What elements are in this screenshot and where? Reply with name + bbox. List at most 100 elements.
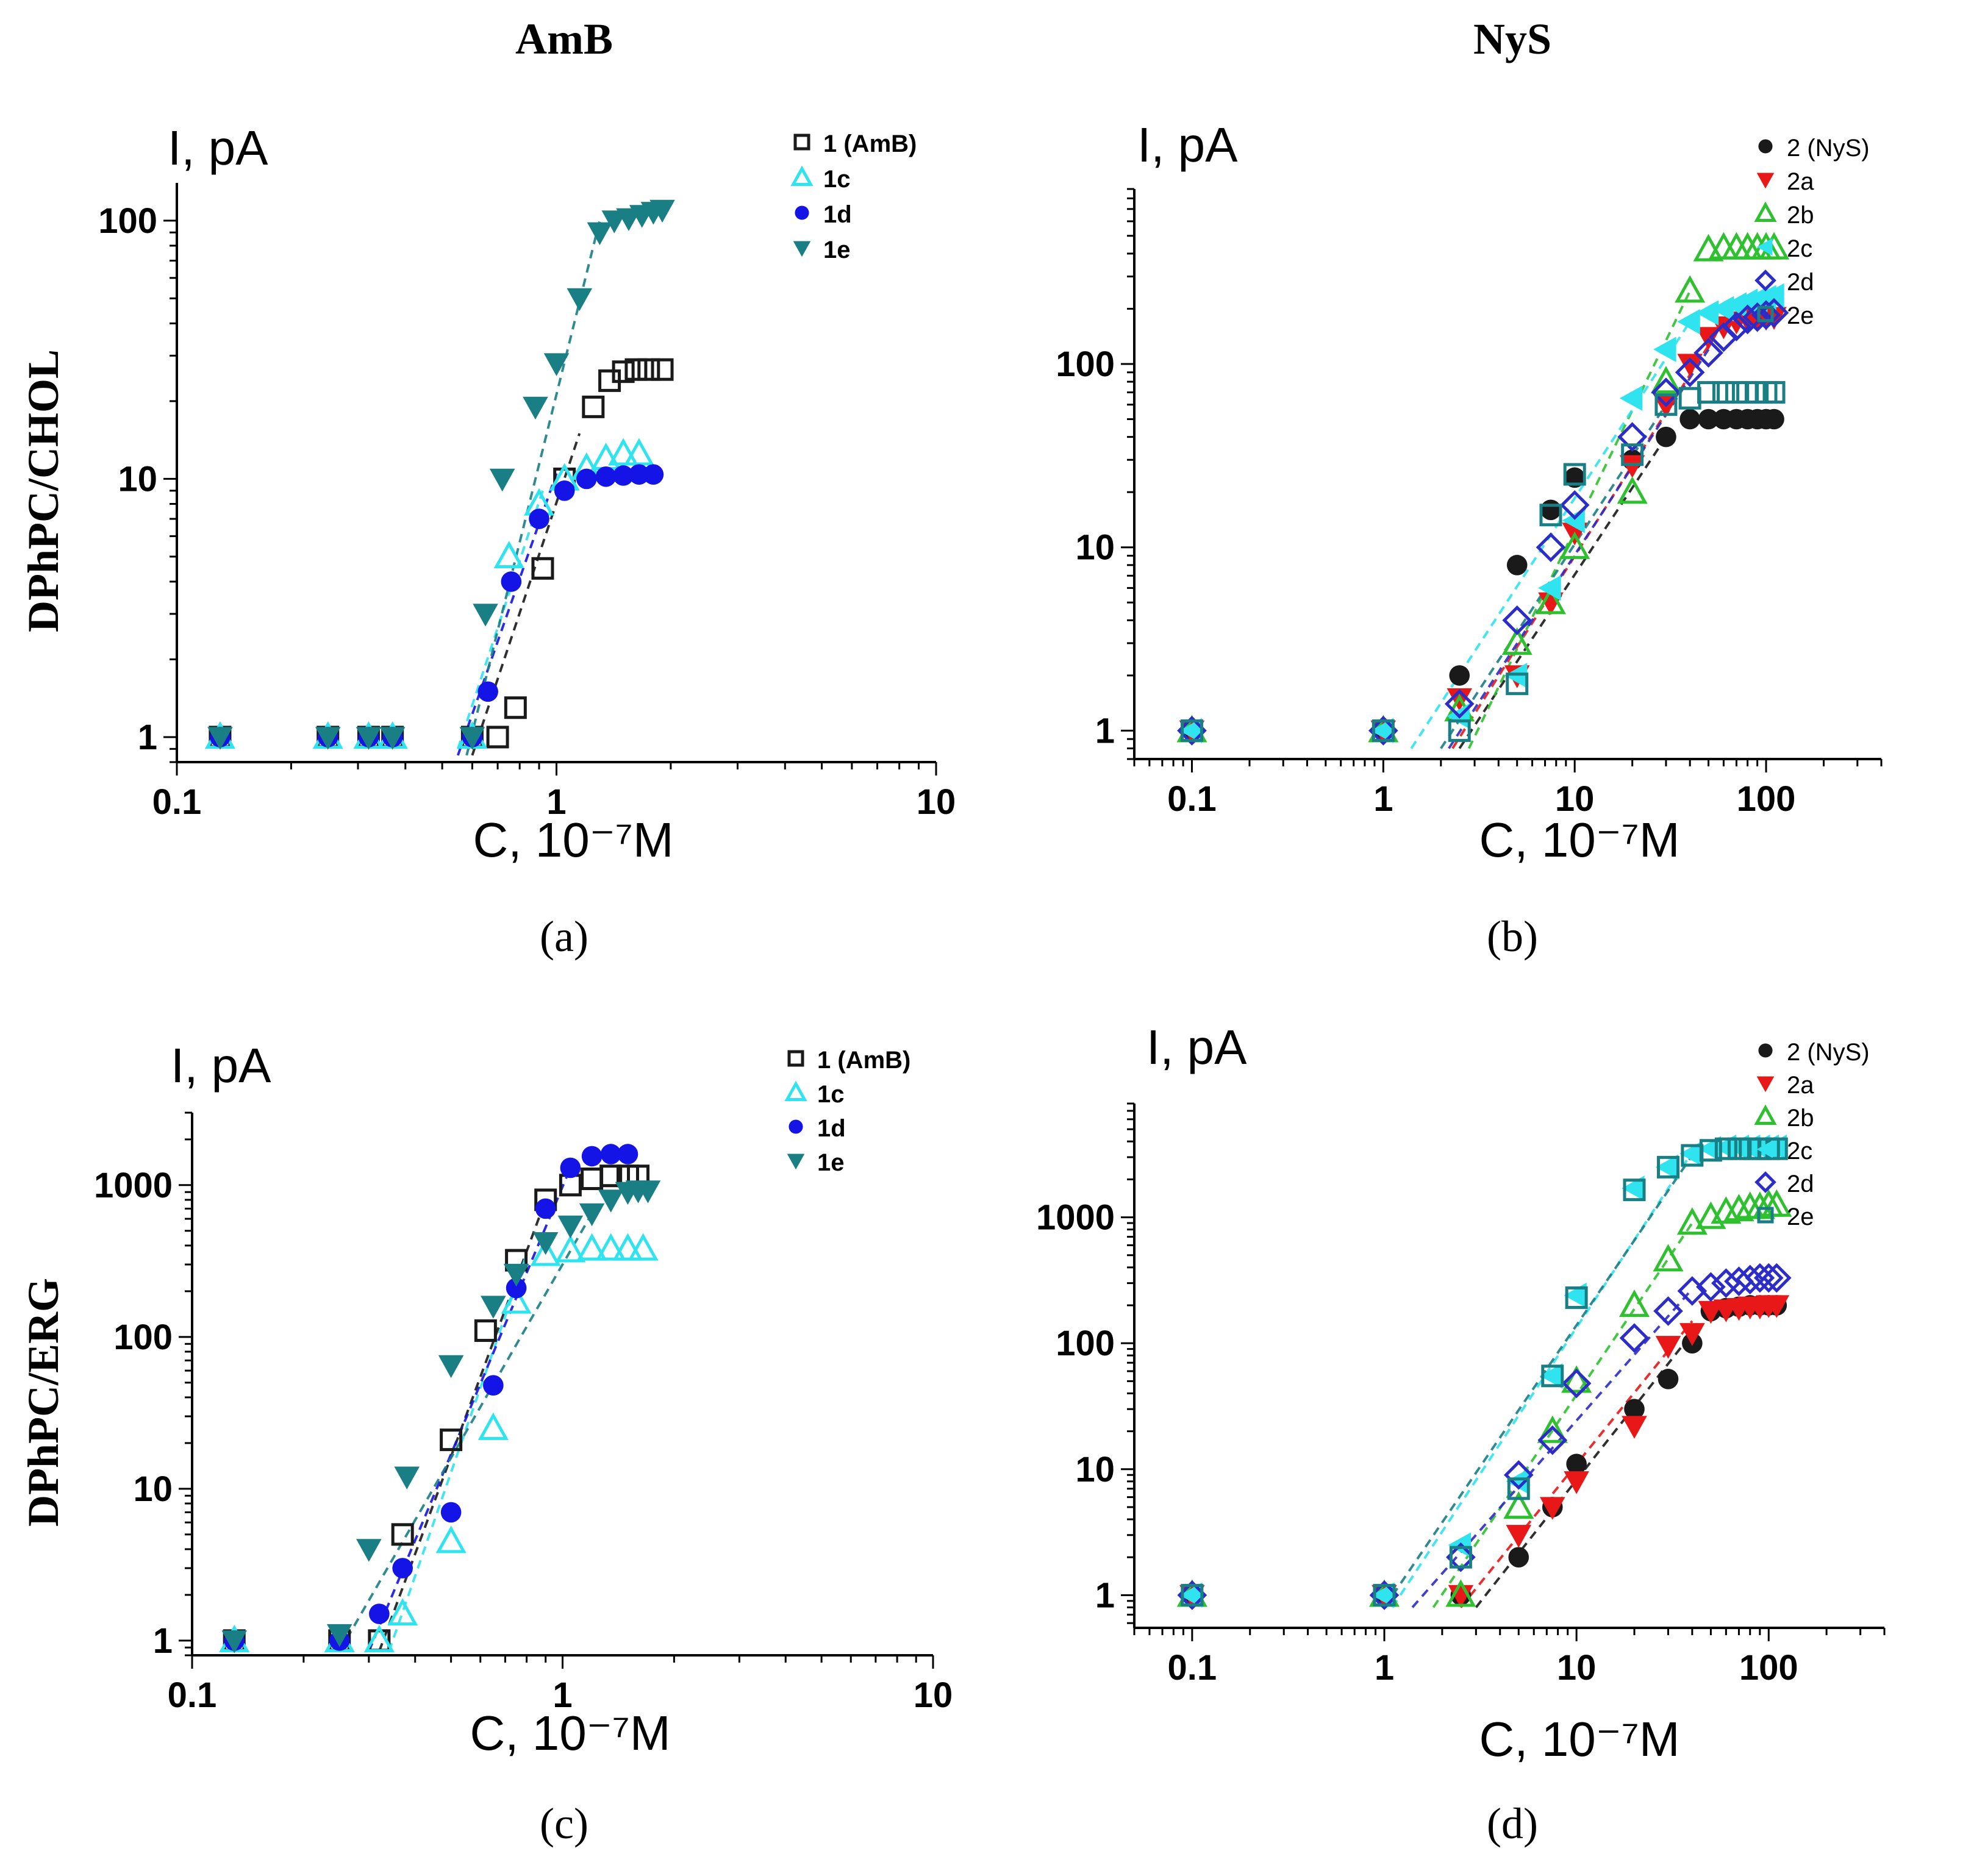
legend-marker — [787, 1050, 804, 1067]
x-axis-label: C, 10⁻⁷M — [473, 813, 673, 867]
data-point — [1677, 354, 1703, 377]
row-title-erg: DPhPC/ERG — [19, 1278, 68, 1527]
fit-line — [387, 1254, 528, 1652]
data-point — [1501, 627, 1533, 655]
legend-marker — [1756, 238, 1773, 256]
data-point — [1698, 1300, 1724, 1324]
data-point — [1539, 1363, 1563, 1389]
legend-marker — [784, 1080, 807, 1101]
panel-label: (a) — [540, 912, 588, 961]
y-axis-label: I, pA — [1137, 118, 1238, 172]
y-tick-label: 1000 — [1036, 1198, 1115, 1238]
data-point — [459, 727, 485, 750]
data-point — [628, 1233, 659, 1261]
data-point — [1711, 296, 1734, 322]
data-point — [612, 1233, 643, 1261]
data-point — [1722, 312, 1751, 341]
series-1d — [210, 464, 664, 747]
data-point — [599, 1164, 623, 1188]
data-point — [612, 360, 635, 383]
data-point — [440, 1502, 462, 1523]
panel-label: (b) — [1487, 912, 1538, 961]
x-axis-label: C, 10⁻⁷M — [1479, 813, 1679, 867]
column-title-amb: AmB — [515, 15, 613, 63]
data-point — [1506, 1468, 1529, 1494]
legend-label: 2d — [1787, 1171, 1814, 1197]
series-1e — [207, 199, 675, 750]
data-point — [1723, 1194, 1754, 1222]
data-point — [1679, 408, 1700, 430]
data-point — [326, 1624, 352, 1647]
data-point — [481, 1296, 506, 1319]
data-point — [1622, 1175, 1645, 1201]
data-point — [623, 438, 654, 466]
data-point — [1506, 1525, 1532, 1548]
data-point — [1444, 689, 1475, 719]
data-point — [1619, 455, 1645, 479]
data-point — [1537, 1425, 1568, 1455]
data-point — [532, 1232, 559, 1255]
data-point — [1445, 1579, 1476, 1607]
data-point — [531, 557, 554, 580]
data-point — [1677, 1276, 1708, 1306]
series-2a — [1179, 1295, 1790, 1608]
data-point — [1658, 1369, 1679, 1389]
data-point — [1624, 1399, 1645, 1419]
legend-marker — [1757, 305, 1774, 323]
data-point — [1697, 381, 1720, 404]
legend-marker — [789, 1119, 803, 1134]
data-point — [1449, 1546, 1472, 1569]
data-point — [1566, 1453, 1587, 1475]
legend-marker — [1757, 1207, 1774, 1224]
data-point — [1714, 1137, 1737, 1160]
data-point — [1559, 490, 1590, 520]
data-point — [1696, 1272, 1726, 1302]
series-2d — [1177, 298, 1789, 746]
data-point — [608, 438, 639, 466]
series-2b — [1176, 1189, 1792, 1607]
x-tick-label: 1 — [1373, 779, 1393, 819]
fit-line — [1458, 436, 1667, 749]
data-point — [649, 199, 675, 223]
data-point — [1617, 476, 1648, 504]
y-axis-label: I, pA — [171, 1038, 271, 1093]
legend-label: 2d — [1787, 269, 1814, 296]
x-tick-label: 0.1 — [1167, 779, 1217, 819]
x-tick-label: 0.1 — [152, 782, 202, 822]
data-point — [557, 1215, 584, 1239]
y-tick-label: 100 — [1056, 1324, 1115, 1363]
series-2e — [1180, 381, 1786, 742]
data-point — [1538, 575, 1561, 601]
data-point — [530, 1238, 561, 1266]
data-point — [567, 288, 593, 312]
data-point — [221, 1630, 248, 1653]
y-tick-label: 1 — [153, 1621, 173, 1661]
data-point — [543, 353, 570, 376]
data-point — [1678, 387, 1701, 410]
data-point — [613, 465, 634, 486]
data-point — [1655, 1336, 1681, 1359]
data-point — [356, 727, 382, 750]
data-point — [1563, 463, 1586, 486]
column-title-nys: NyS — [1473, 15, 1551, 63]
x-axis-label: C, 10⁻⁷M — [1479, 1712, 1679, 1766]
data-point — [1373, 1583, 1396, 1607]
y-tick-label: 100 — [1056, 344, 1115, 384]
data-point — [1448, 1585, 1474, 1608]
data-point — [1694, 338, 1723, 368]
data-point — [501, 1286, 532, 1314]
data-point — [1506, 672, 1529, 696]
data-point — [1656, 1155, 1679, 1179]
panel-b: 1 10 100 0.1 1 10 100 I, pA C, 10⁻⁷M 2 (NyS) 2a 2b 2… — [1056, 118, 1883, 961]
data-point — [1448, 719, 1471, 742]
legend-label: 1 (AmB) — [823, 130, 917, 157]
legend-marker — [787, 1154, 805, 1170]
legend-marker — [1758, 139, 1773, 154]
data-point — [1565, 1286, 1588, 1309]
y-tick-label: 10 — [133, 1469, 173, 1509]
data-point — [1742, 302, 1773, 332]
legend-label: 2e — [1787, 302, 1814, 329]
data-point — [1503, 1460, 1534, 1490]
fit-line — [465, 220, 601, 756]
data-point — [1372, 719, 1395, 742]
